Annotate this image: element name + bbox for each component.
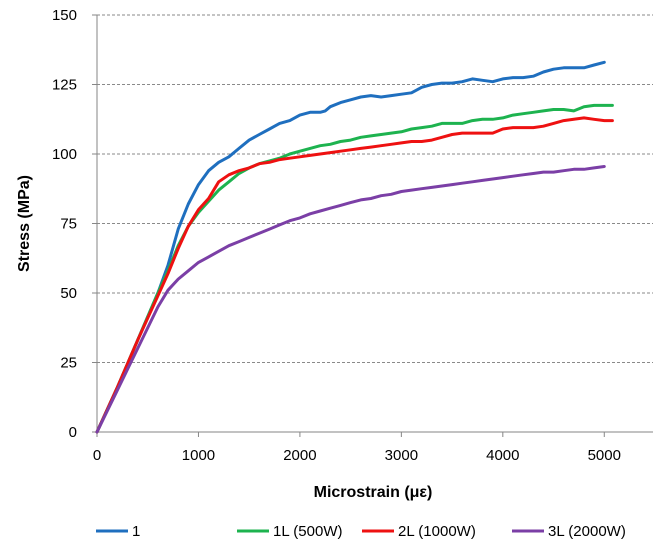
legend-label-0: 1	[132, 523, 140, 540]
y-tick-label-100: 100	[52, 146, 77, 163]
x-tick-label-3000: 3000	[385, 447, 418, 464]
grid-layer	[97, 14, 653, 363]
x-axis-title: Microstrain (με)	[314, 484, 433, 501]
legend-label-3: 3L (2000W)	[548, 523, 626, 540]
y-tick-label-150: 150	[52, 7, 77, 24]
y-tick-label-25: 25	[60, 355, 77, 372]
x-tick-label-4000: 4000	[486, 447, 519, 464]
x-tick-label-2000: 2000	[283, 447, 316, 464]
series-line-2	[95, 116, 614, 434]
y-tick-label-125: 125	[52, 77, 77, 94]
series-layer	[95, 60, 614, 434]
x-tick-label-0: 0	[93, 447, 101, 464]
tick-labels: 0 25 50 75 100 125 150 0 1000 2000 3000 4000 5000	[52, 7, 621, 464]
series-line-0	[95, 60, 606, 434]
y-axis-title: Stress (MPa)	[16, 175, 33, 272]
legend-label-2: 2L (1000W)	[398, 523, 476, 540]
x-tick-label-1000: 1000	[182, 447, 215, 464]
y-tick-label-0: 0	[69, 424, 77, 441]
series-line-3	[95, 165, 606, 434]
x-tick-label-5000: 5000	[588, 447, 621, 464]
y-tick-label-75: 75	[60, 216, 77, 233]
legend-label-1: 1L (500W)	[273, 523, 342, 540]
series-line-1	[95, 103, 614, 434]
legend: 1 1L (500W) 2L (1000W) 3L (2000W)	[96, 523, 626, 540]
y-tick-label-50: 50	[60, 285, 77, 302]
axes-layer	[92, 14, 653, 437]
